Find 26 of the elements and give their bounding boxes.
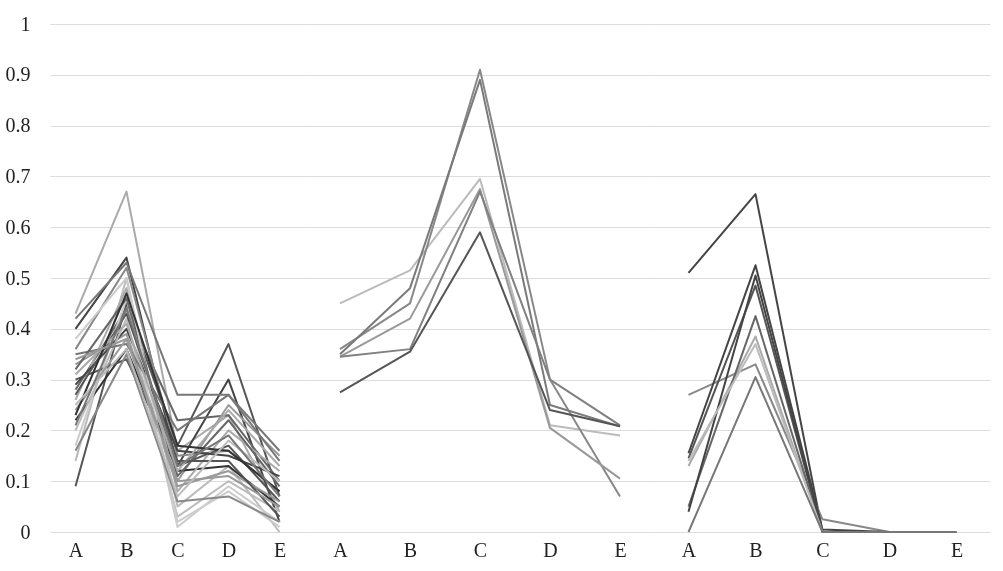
x-tick-label: B (403, 538, 418, 561)
y-tick-label: 0.3 (5, 368, 31, 391)
x-tick-label: A (681, 538, 697, 561)
x-tick-label: E (273, 538, 287, 561)
x-tick-label: C (171, 538, 185, 561)
x-tick-label: D (221, 538, 237, 561)
x-tick-label: B (749, 538, 763, 561)
y-tick-label: 0.7 (5, 164, 31, 187)
y-tick-label: 0.8 (5, 114, 31, 137)
x-tick-label: C (816, 538, 830, 561)
x-tick-label: D (882, 538, 898, 561)
y-tick-label: 0.5 (5, 266, 31, 289)
x-tick-label: A (68, 538, 84, 561)
y-tick-label: 0.6 (5, 215, 31, 238)
y-tick-label: 0 (20, 520, 31, 543)
x-tick-label: B (120, 538, 134, 561)
x-tick-label: E (614, 538, 627, 561)
y-tick-label: 0.9 (5, 63, 31, 86)
x-tick-label: C (473, 538, 488, 561)
x-tick-label: D (543, 538, 558, 561)
x-tick-label: E (950, 538, 964, 561)
y-tick-label: 0.4 (5, 317, 31, 340)
x-tick-label: A (333, 538, 349, 561)
y-tick-label: 1 (20, 12, 31, 35)
y-tick-label: 0.2 (5, 418, 31, 441)
y-tick-label: 0.1 (5, 469, 31, 492)
